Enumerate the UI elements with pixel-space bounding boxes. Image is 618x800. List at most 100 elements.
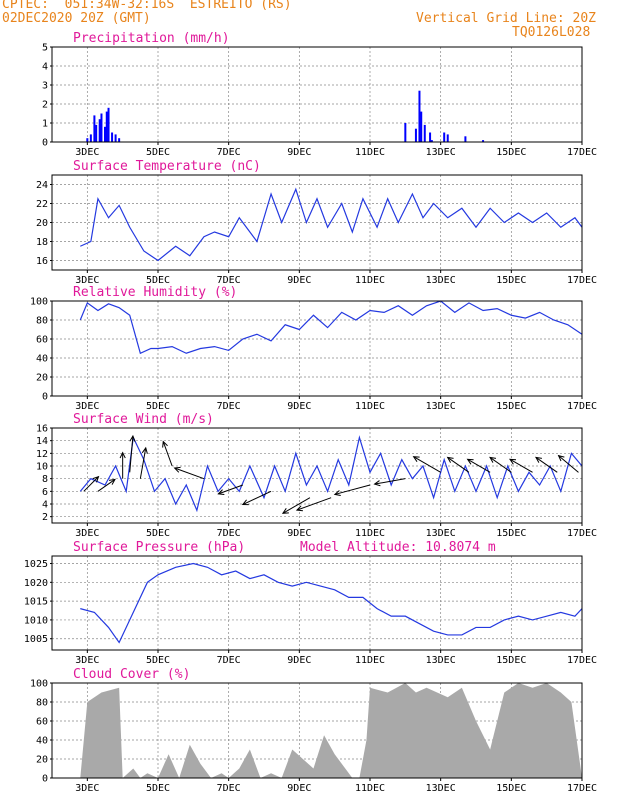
wind-vector-head <box>412 456 420 462</box>
wind-vector <box>97 478 116 492</box>
precip-bar <box>464 136 467 142</box>
precip-bar <box>414 128 417 142</box>
wind-vector <box>413 456 441 473</box>
wind-vector-head <box>119 451 126 459</box>
wind-xtick-label: 5DEC <box>146 528 170 539</box>
wind-vector-head <box>373 480 381 487</box>
pressure-xtick-label: 3DEC <box>75 655 99 666</box>
wind-xtick-label: 17DEC <box>567 528 597 539</box>
temp-ytick-label: 20 <box>36 218 48 229</box>
wind-xtick-label: 9DEC <box>287 528 311 539</box>
run-time-label: 02DEC2020 20Z (GMT) <box>2 11 151 26</box>
precip-ytick-label: 1 <box>42 119 48 130</box>
wind-vector <box>558 455 579 473</box>
precip-bar <box>104 126 106 142</box>
wind-frame <box>51 427 583 524</box>
pressure-xtick-label: 11DEC <box>355 655 385 666</box>
pressure-ytick-label: 1025 <box>24 559 48 570</box>
cloud-ytick-label: 100 <box>30 679 48 690</box>
wind-vector-head <box>241 499 249 506</box>
precip-bar <box>429 132 432 142</box>
temp-line <box>80 187 583 262</box>
pressure-extra-label: Model Altitude: 10.8074 m <box>300 540 496 555</box>
precip-title: Precipitation (mm/h) <box>73 31 230 46</box>
wind-vector-head <box>557 454 565 462</box>
temp-ytick-label: 22 <box>36 199 48 210</box>
cloud-title: Cloud Cover (%) <box>73 667 190 682</box>
rh-xtick-label: 15DEC <box>496 401 526 412</box>
temp-title: Surface Temperature (nC) <box>73 159 261 174</box>
wind-vector-head <box>108 478 116 485</box>
precip-bar <box>423 124 426 142</box>
temp-ytick-label: 16 <box>36 256 48 267</box>
precip-bar <box>93 115 96 142</box>
rh-ytick-label: 20 <box>36 373 48 384</box>
wind-vector <box>489 457 512 473</box>
precip-xtick-label: 15DEC <box>496 147 526 158</box>
pressure-ytick-label: 1020 <box>24 578 48 589</box>
precip-bar <box>89 134 92 142</box>
wind-vector <box>374 478 406 485</box>
precip-bar <box>418 90 421 142</box>
wind-vector-head <box>281 508 289 514</box>
precip-bar <box>430 140 433 142</box>
precip-bar <box>107 107 110 142</box>
pressure-ytick-label: 1005 <box>24 634 48 645</box>
wind-xtick-label: 7DEC <box>217 528 241 539</box>
precip-bar <box>86 138 89 142</box>
wind-ytick-label: 14 <box>36 436 48 447</box>
temp-xtick-label: 9DEC <box>287 275 311 286</box>
wind-vector <box>242 490 272 505</box>
grid-note-label: Vertical Grid Line: 20Z <box>416 11 597 26</box>
wind-vector <box>535 457 558 473</box>
rh-ytick-label: 80 <box>36 316 48 327</box>
cloud-xtick-label: 5DEC <box>146 783 170 794</box>
cloud-xtick-label: 11DEC <box>355 783 385 794</box>
wind-ytick-label: 12 <box>36 449 48 460</box>
wind-vector-head <box>129 434 136 442</box>
precip-ytick-label: 0 <box>42 138 48 149</box>
cloud-xtick-label: 3DEC <box>75 783 99 794</box>
precip-bar <box>95 124 98 142</box>
temp-frame <box>51 174 583 271</box>
rh-frame <box>51 300 583 397</box>
rh-ytick-label: 0 <box>42 392 48 403</box>
precip-xtick-label: 3DEC <box>75 147 99 158</box>
temp-xtick-label: 11DEC <box>355 275 385 286</box>
pressure-xtick-label: 9DEC <box>287 655 311 666</box>
precip-xtick-label: 7DEC <box>217 147 241 158</box>
pressure-line <box>80 562 583 644</box>
precip-bar <box>420 111 423 142</box>
cloud-xtick-label: 9DEC <box>287 783 311 794</box>
cloud-xtick-label: 7DEC <box>217 783 241 794</box>
wind-vector-head <box>535 456 542 463</box>
wind-line <box>79 435 583 513</box>
precip-ytick-label: 3 <box>42 81 48 92</box>
precip-ytick-label: 5 <box>42 43 48 54</box>
rh-xtick-label: 17DEC <box>567 401 597 412</box>
precip-bar <box>98 119 101 142</box>
wind-vector <box>334 484 371 495</box>
rh-xtick-label: 13DEC <box>426 401 456 412</box>
pressure-xtick-label: 15DEC <box>496 655 526 666</box>
temp-xtick-label: 7DEC <box>217 275 241 286</box>
precip-xtick-label: 13DEC <box>426 147 456 158</box>
wind-xtick-label: 3DEC <box>75 528 99 539</box>
wind-vector-head <box>509 458 517 465</box>
wind-vector-head <box>162 440 168 448</box>
rh-title: Relative Humidity (%) <box>73 285 237 300</box>
pressure-xtick-label: 13DEC <box>426 655 456 666</box>
wind-vector <box>218 484 243 495</box>
precip-xtick-label: 9DEC <box>287 147 311 158</box>
cloud-ytick-label: 40 <box>36 736 48 747</box>
rh-line <box>79 300 583 355</box>
precip-ytick-label: 2 <box>42 100 48 111</box>
wind-ytick-label: 10 <box>36 462 48 473</box>
pressure-xtick-label: 5DEC <box>146 655 170 666</box>
precip-bar <box>404 123 407 142</box>
precip-xtick-label: 5DEC <box>146 147 170 158</box>
wind-ytick-label: 6 <box>42 487 48 498</box>
pressure-xtick-label: 7DEC <box>217 655 241 666</box>
temp-xtick-label: 13DEC <box>426 275 456 286</box>
